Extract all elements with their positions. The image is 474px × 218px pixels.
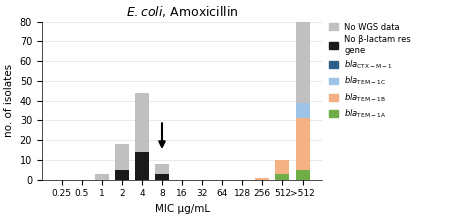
Bar (155, 174, 169, 180)
Bar (255, 178, 269, 180)
Bar (115, 170, 129, 180)
Bar (275, 160, 290, 174)
Bar (115, 144, 129, 170)
Bar (135, 93, 149, 152)
Bar (295, 103, 310, 118)
Bar (95, 174, 109, 180)
Legend: No WGS data, No β-lactam res
gene, $\it{bla}_{\mathrm{CTX-M-1}}$, $\it{bla}_{\ma: No WGS data, No β-lactam res gene, $\it{… (329, 23, 411, 120)
Y-axis label: no. of isolates: no. of isolates (4, 64, 14, 137)
Bar (155, 164, 169, 174)
Title: $\it{E. coli}$, Amoxicillin: $\it{E. coli}$, Amoxicillin (126, 4, 238, 19)
Bar (295, 118, 310, 170)
Bar (295, 170, 310, 180)
Bar (275, 174, 290, 180)
X-axis label: MIC μg/mL: MIC μg/mL (155, 204, 210, 214)
Bar (135, 152, 149, 180)
Bar (295, 16, 310, 103)
